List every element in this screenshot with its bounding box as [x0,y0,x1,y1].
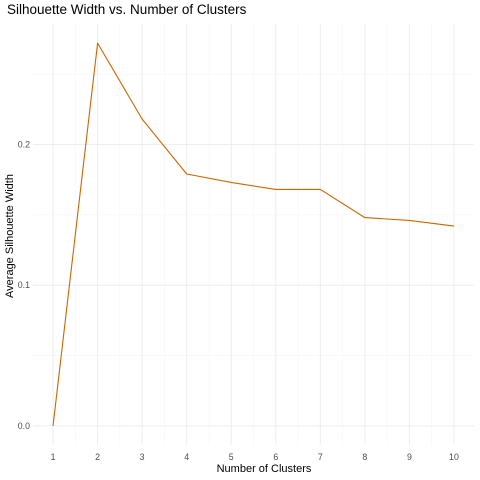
x-axis-title: Number of Clusters [217,463,312,475]
x-tick-label: 6 [273,452,278,462]
y-axis-title: Average Silhouette Width [4,174,16,298]
x-tick-label: 7 [318,452,323,462]
chart-title: Silhouette Width vs. Number of Clusters [7,2,247,17]
x-tick-label: 8 [362,452,367,462]
x-tick-label: 4 [184,452,189,462]
series-line [52,42,455,426]
y-tick-label: 0.2 [18,139,30,149]
y-tick-label: 0.1 [18,280,30,290]
series-layer [52,42,455,426]
grid [33,24,474,445]
x-tick-label: 10 [449,452,459,462]
x-tick-label: 2 [95,452,100,462]
x-tick-label: 9 [407,452,412,462]
x-tick-label: 1 [51,452,56,462]
tick-labels: 1 2 3 4 5 6 7 8 9 10 0.0 0.1 0.2 [18,139,459,462]
y-tick-label: 0.0 [18,421,30,431]
x-tick-label: 3 [140,452,145,462]
x-tick-label: 5 [229,452,234,462]
